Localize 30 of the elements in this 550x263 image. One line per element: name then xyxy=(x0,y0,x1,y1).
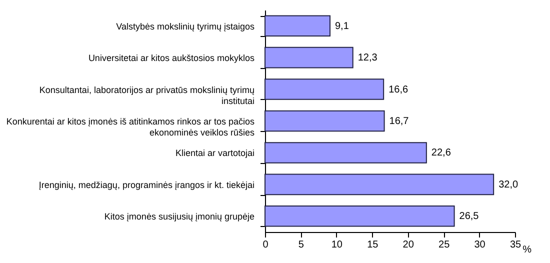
y-tick-label: Valstybės mokslinių tyrimų įstaigos xyxy=(116,21,255,32)
x-tick-label: 10 xyxy=(331,240,343,250)
x-tick-label: 5 xyxy=(298,240,304,250)
bar xyxy=(264,205,455,227)
data-label: 16,6 xyxy=(388,84,408,96)
bar xyxy=(264,110,385,132)
x-tick-label: 20 xyxy=(402,240,414,250)
bar xyxy=(264,174,494,196)
x-tick-label: 15 xyxy=(367,240,379,250)
bar xyxy=(264,142,427,164)
x-tick-label: 25 xyxy=(438,240,450,250)
x-tick-label: 0 xyxy=(262,240,269,250)
bar xyxy=(264,15,330,37)
data-label: 22,6 xyxy=(431,148,452,159)
x-tick-label: 30 xyxy=(474,240,486,250)
data-label: 26,5 xyxy=(459,211,480,222)
y-tick-label: Įrenginių, medžiagų, programinės įrangos ir kt. tiekėjai xyxy=(38,180,254,190)
x-axis-title: % xyxy=(522,244,532,256)
data-label: 32,0 xyxy=(498,179,518,190)
data-label: 12,3 xyxy=(358,52,378,64)
y-tick-label: Konkurentai ar kitos įmonės iš atitinkamos rinkos ar tos pačios ekonominės veiklos rūšies xyxy=(6,116,255,138)
data-label: 16,7 xyxy=(389,116,410,127)
y-tick-label: Konsultantai, laboratorijos ar privatūs mokslinių tyrimų institutai xyxy=(39,84,254,106)
data-label: 9,1 xyxy=(335,20,350,32)
x-tick-label: 35 xyxy=(510,240,522,250)
y-tick-label: Klientai ar vartotojai xyxy=(175,148,254,158)
y-tick-label: Universitetai ar kitos aukštosios mokyklos xyxy=(88,53,255,64)
bar xyxy=(264,46,354,68)
bar xyxy=(264,78,384,100)
y-tick-label: Kitos įmonės susijusių įmonių grupėje xyxy=(104,212,254,222)
